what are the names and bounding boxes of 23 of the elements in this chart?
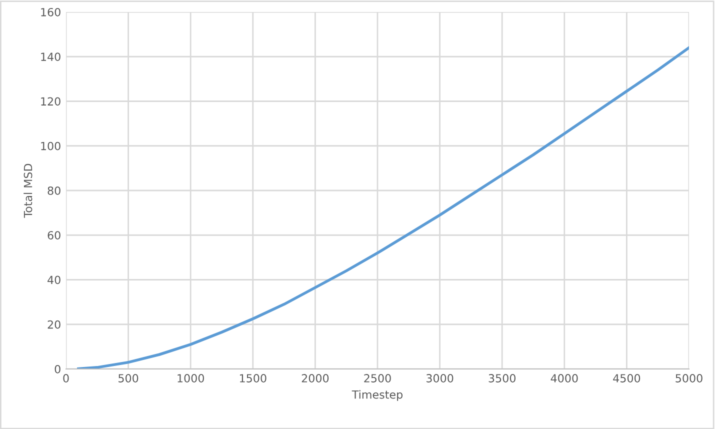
y-tick-label: 40 bbox=[48, 276, 60, 284]
line-series bbox=[77, 46, 689, 369]
y-tick-label: 20 bbox=[48, 320, 60, 329]
x-tick-label: 3000 bbox=[426, 374, 454, 382]
x-tick-label: 1500 bbox=[240, 374, 266, 382]
x-tick-label: 0 bbox=[63, 374, 69, 382]
y-tick-label: 0 bbox=[54, 364, 60, 374]
y-tick-label: 120 bbox=[41, 97, 60, 106]
x-tick-label: 5000 bbox=[676, 374, 702, 382]
x-tick-label: 2000 bbox=[302, 374, 329, 382]
y-tick-label: 160 bbox=[41, 8, 60, 16]
y-tick-label: 100 bbox=[41, 142, 60, 150]
x-tick-label: 2500 bbox=[364, 374, 391, 382]
y-axis-title: Total MSD bbox=[24, 164, 32, 218]
y-tick-label: 80 bbox=[48, 186, 60, 195]
x-tick-label: 4500 bbox=[613, 374, 640, 382]
x-tick-label: 4000 bbox=[550, 374, 578, 382]
y-tick-label: 60 bbox=[48, 231, 60, 240]
x-axis-title: Timestep bbox=[352, 390, 403, 401]
x-tick-label: 1000 bbox=[178, 374, 204, 382]
x-tick-label: 3500 bbox=[488, 374, 516, 382]
x-tick-label: 500 bbox=[118, 374, 138, 382]
y-tick-label: 140 bbox=[41, 52, 60, 62]
